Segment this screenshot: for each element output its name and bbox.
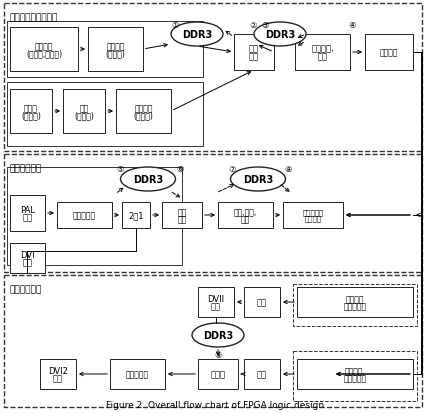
Bar [4, 154, 422, 272]
Text: 平移翻转,: 平移翻转, [311, 45, 334, 54]
Text: 图形及字符生成部分: 图形及字符生成部分 [9, 13, 57, 22]
Ellipse shape [230, 168, 286, 192]
FancyBboxPatch shape [162, 202, 202, 228]
Text: ⑧: ⑧ [284, 165, 292, 174]
Bar [293, 284, 417, 326]
Text: 接收: 接收 [22, 258, 33, 267]
Text: 平移,翻转,: 平移,翻转, [234, 208, 257, 216]
Bar [7, 83, 203, 147]
Bar [7, 168, 182, 266]
Text: 字符旋转: 字符旋转 [134, 104, 153, 113]
Bar [4, 4, 422, 152]
Text: ⑦: ⑦ [228, 165, 236, 174]
Text: ⑤: ⑤ [116, 165, 124, 174]
FancyBboxPatch shape [297, 287, 413, 317]
FancyBboxPatch shape [365, 35, 413, 71]
Text: DVI2: DVI2 [48, 366, 68, 375]
Ellipse shape [254, 23, 306, 47]
Text: DVI: DVI [20, 250, 35, 259]
FancyBboxPatch shape [110, 359, 165, 389]
FancyBboxPatch shape [234, 35, 274, 71]
Ellipse shape [192, 323, 244, 347]
Text: 预时变: 预时变 [211, 370, 225, 379]
Text: ⑥: ⑥ [176, 165, 184, 174]
FancyBboxPatch shape [283, 202, 343, 228]
Text: ③: ③ [261, 21, 269, 31]
Text: 发送: 发送 [53, 373, 63, 382]
Text: 亮度调节: 亮度调节 [380, 48, 398, 57]
FancyBboxPatch shape [10, 90, 52, 134]
FancyBboxPatch shape [57, 202, 112, 228]
Text: 镜像: 镜像 [317, 52, 328, 61]
Text: 窗口显示,: 窗口显示, [344, 366, 366, 375]
Text: 镜像: 镜像 [241, 214, 250, 223]
Text: DVII: DVII [207, 294, 224, 303]
Text: DDR3: DDR3 [133, 175, 163, 185]
FancyBboxPatch shape [40, 359, 76, 389]
Text: 旋转: 旋转 [177, 214, 187, 223]
Text: DDR3: DDR3 [243, 175, 273, 185]
Text: DDR3: DDR3 [203, 330, 233, 340]
FancyBboxPatch shape [10, 195, 45, 231]
FancyBboxPatch shape [10, 243, 45, 273]
FancyBboxPatch shape [295, 35, 350, 71]
Text: (反走样,加黑边): (反走样,加黑边) [26, 49, 62, 58]
Text: 缩放: 缩放 [249, 45, 259, 54]
FancyBboxPatch shape [244, 359, 280, 389]
Text: PAL: PAL [20, 205, 35, 214]
Text: (反走样): (反走样) [134, 111, 154, 120]
Text: ④: ④ [348, 21, 356, 31]
Text: 亮度调节: 亮度调节 [304, 215, 322, 222]
Bar [4, 275, 422, 407]
FancyBboxPatch shape [88, 28, 143, 72]
FancyBboxPatch shape [297, 359, 413, 389]
Text: Figure 2  Overall flow chart of FPGA logic design: Figure 2 Overall flow chart of FPGA logi… [106, 400, 324, 409]
FancyBboxPatch shape [116, 90, 171, 134]
Text: 图形旋转: 图形旋转 [106, 42, 125, 51]
Text: 视频处理部分: 视频处理部分 [9, 164, 41, 173]
Ellipse shape [120, 168, 175, 192]
Text: 缩放: 缩放 [177, 208, 187, 216]
Ellipse shape [171, 23, 223, 47]
Text: 字符库: 字符库 [24, 104, 38, 113]
FancyBboxPatch shape [198, 287, 234, 317]
FancyBboxPatch shape [218, 202, 273, 228]
Text: 发送: 发送 [211, 301, 221, 311]
Text: DDR3: DDR3 [182, 30, 212, 40]
Text: (加黑边): (加黑边) [74, 111, 94, 120]
Text: 接收: 接收 [22, 213, 33, 222]
Text: ①: ① [171, 21, 179, 31]
Text: 屏蔽区显示: 屏蔽区显示 [344, 301, 366, 310]
Text: 对比度调节: 对比度调节 [302, 209, 324, 216]
Text: 全屏反走样: 全屏反走样 [126, 370, 149, 379]
Text: ⑨: ⑨ [214, 351, 222, 360]
FancyBboxPatch shape [10, 28, 78, 72]
Text: 帧速率提升: 帧速率提升 [73, 211, 96, 220]
Text: 屏蔽区显示: 屏蔽区显示 [344, 373, 366, 382]
Text: DDR3: DDR3 [265, 30, 295, 40]
Text: 窗口显示: 窗口显示 [346, 294, 364, 303]
Text: 叠加: 叠加 [257, 370, 267, 379]
FancyBboxPatch shape [63, 90, 105, 134]
FancyBboxPatch shape [122, 202, 150, 228]
Bar [7, 22, 203, 78]
Text: 绘字: 绘字 [80, 104, 89, 113]
Text: (反走样): (反走样) [105, 49, 126, 58]
Text: (反走样): (反走样) [21, 111, 41, 120]
Text: 叠加输出部分: 叠加输出部分 [9, 284, 41, 293]
Bar [293, 351, 417, 401]
Text: 旋转: 旋转 [249, 52, 259, 61]
Text: ②: ② [249, 21, 257, 31]
FancyBboxPatch shape [244, 287, 280, 317]
Text: 图形绘制: 图形绘制 [35, 42, 53, 51]
Text: 2頉1: 2頉1 [128, 211, 144, 220]
Text: 叠加: 叠加 [257, 298, 267, 307]
FancyBboxPatch shape [198, 359, 238, 389]
